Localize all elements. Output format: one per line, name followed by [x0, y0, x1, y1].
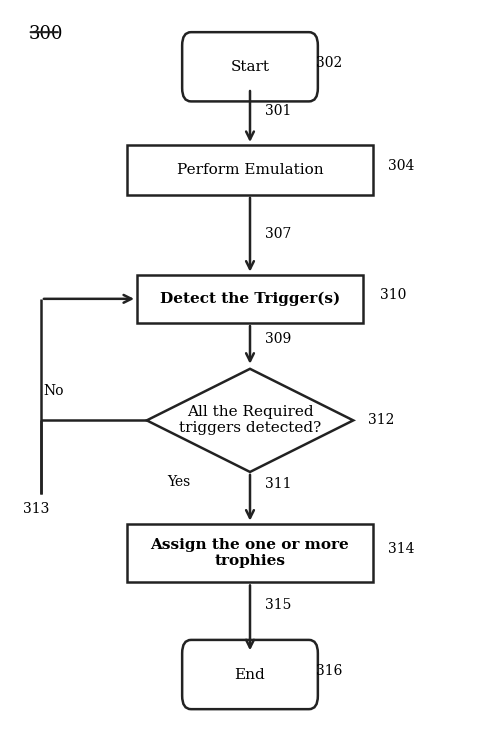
FancyBboxPatch shape [182, 32, 318, 101]
Text: 300: 300 [29, 25, 63, 42]
Text: End: End [234, 668, 266, 682]
Text: Detect the Trigger(s): Detect the Trigger(s) [160, 291, 340, 306]
Text: Assign the one or more
trophies: Assign the one or more trophies [150, 538, 350, 568]
Text: 311: 311 [265, 478, 291, 492]
FancyBboxPatch shape [182, 640, 318, 709]
Text: Yes: Yes [167, 475, 190, 489]
Text: 304: 304 [388, 159, 414, 174]
Text: All the Required
triggers detected?: All the Required triggers detected? [179, 405, 321, 436]
Text: Start: Start [230, 60, 270, 74]
Text: No: No [43, 384, 64, 398]
FancyBboxPatch shape [137, 275, 363, 323]
FancyBboxPatch shape [127, 145, 373, 195]
Polygon shape [147, 369, 353, 472]
Text: 316: 316 [316, 664, 343, 678]
Text: 313: 313 [23, 502, 50, 516]
Text: 302: 302 [316, 56, 342, 70]
Text: 301: 301 [265, 104, 291, 118]
FancyBboxPatch shape [127, 524, 373, 583]
Text: 314: 314 [388, 542, 414, 557]
Text: 315: 315 [265, 597, 291, 612]
Text: 312: 312 [368, 413, 394, 428]
Text: 309: 309 [265, 332, 291, 346]
Text: 307: 307 [265, 227, 291, 241]
Text: Perform Emulation: Perform Emulation [176, 163, 324, 177]
Text: 310: 310 [380, 288, 406, 302]
